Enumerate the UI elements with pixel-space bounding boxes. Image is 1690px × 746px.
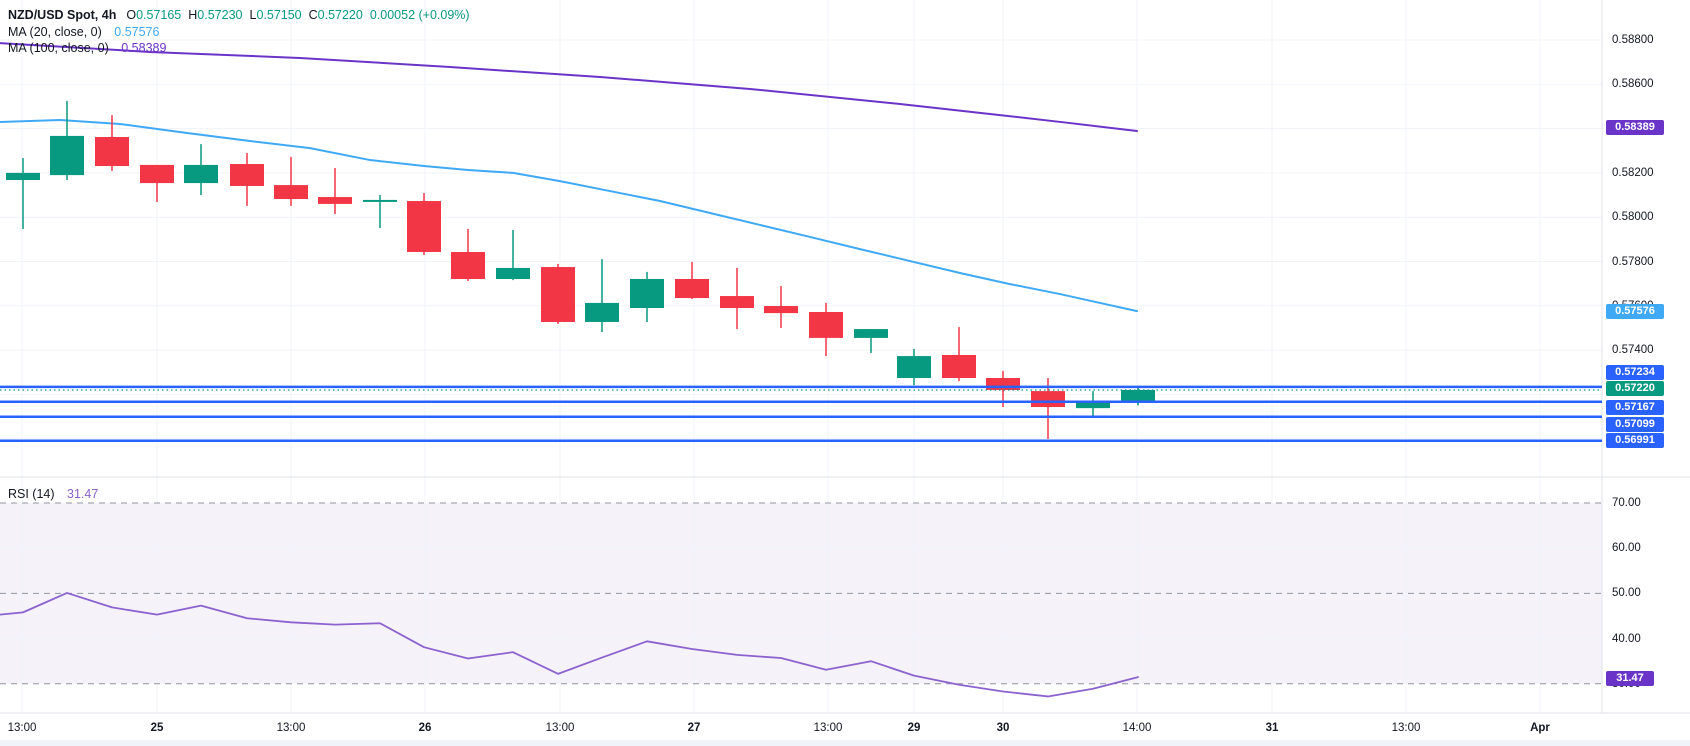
ma20-legend[interactable]: MA (20, close, 0) 0.57576 <box>8 24 159 40</box>
candle-body <box>897 356 931 379</box>
candle-body <box>854 329 888 338</box>
candle-body <box>363 199 397 202</box>
price-axis-label: 0.57800 <box>1612 256 1654 268</box>
ohlc-token: H0.57230 <box>188 8 243 22</box>
candle-body <box>407 201 441 252</box>
rsi-line <box>0 592 1139 698</box>
candle-body <box>318 197 352 204</box>
ohlc-legend: NZD/USD Spot, 4h O0.57165 H0.57230 L0.57150… <box>8 7 470 23</box>
price-axis-label: 0.57400 <box>1612 344 1654 356</box>
ohlc-token: C0.57220 <box>308 8 363 22</box>
price-axis-label: 60.00 <box>1612 542 1641 554</box>
candle-body <box>942 354 976 379</box>
price-badge[interactable]: 0.57576 <box>1606 303 1664 319</box>
candle-body <box>230 164 264 186</box>
ohlc-token: O0.57165 <box>126 8 182 22</box>
time-axis-label: 25 <box>150 722 164 734</box>
candle-body <box>630 278 664 309</box>
ma100-label: MA (100, close, 0) <box>8 41 109 55</box>
time-axis-label: 13:00 <box>545 722 575 734</box>
time-axis-label: 29 <box>907 722 921 734</box>
symbol-title[interactable]: NZD/USD Spot, 4h <box>8 8 117 22</box>
rsi-band <box>0 503 1602 684</box>
ma100-legend[interactable]: MA (100, close, 0) 0.58389 <box>8 40 166 56</box>
time-axis-label: 14:00 <box>1122 722 1152 734</box>
price-badge[interactable]: 0.56991 <box>1606 432 1664 448</box>
time-axis-label: 13:00 <box>813 722 843 734</box>
rsi-legend[interactable]: RSI (14) 31.47 <box>8 486 98 502</box>
candle-body <box>184 164 218 184</box>
price-badge[interactable]: 0.57220 <box>1606 380 1664 396</box>
candle-body <box>720 296 754 309</box>
candle-body <box>451 251 485 279</box>
candle-body <box>1031 391 1065 408</box>
change-value: 0.00052 (+0.09%) <box>369 8 470 22</box>
ohlc-values: O0.57165 H0.57230 L0.57150 C0.57220 <box>126 8 370 22</box>
rsi-badge[interactable]: 31.47 <box>1606 670 1654 686</box>
ma100-value: 0.58389 <box>121 41 167 55</box>
candle-body <box>1076 402 1110 409</box>
ohlc-token: L0.57150 <box>249 8 302 22</box>
time-axis-label: 13:00 <box>276 722 306 734</box>
time-axis-label: Apr <box>1530 722 1550 734</box>
candle-body <box>585 302 619 322</box>
time-axis-label: 31 <box>1265 722 1279 734</box>
rsi-value: 31.47 <box>67 487 99 501</box>
candle-body <box>496 267 530 279</box>
price-badge[interactable]: 0.58389 <box>1606 119 1664 135</box>
price-axis-label: 0.58000 <box>1612 211 1654 223</box>
candle-body <box>6 172 40 180</box>
candle-body <box>1121 389 1155 403</box>
candle-body <box>95 137 129 167</box>
candle-body <box>764 306 798 314</box>
ma20-value: 0.57576 <box>114 25 160 39</box>
time-axis-label: 27 <box>687 722 701 734</box>
candle-body <box>541 267 575 322</box>
candle-body <box>274 185 308 200</box>
price-axis-label: 50.00 <box>1612 587 1641 599</box>
ma20-line <box>0 118 1138 313</box>
candle-body <box>986 378 1020 390</box>
candle-body <box>50 135 84 176</box>
candle-body <box>809 312 843 338</box>
candle-body <box>140 164 174 184</box>
candle-body <box>675 278 709 299</box>
price-badge[interactable]: 0.57167 <box>1606 399 1664 415</box>
time-axis-label: 13:00 <box>1391 722 1421 734</box>
price-axis-label: 0.58600 <box>1612 78 1654 90</box>
time-axis-label: 26 <box>418 722 432 734</box>
ma100-line <box>0 42 1138 133</box>
price-badge[interactable]: 0.57234 <box>1606 364 1664 380</box>
price-axis-label: 0.58200 <box>1612 167 1654 179</box>
ma20-label: MA (20, close, 0) <box>8 25 102 39</box>
time-axis-label: 30 <box>996 722 1010 734</box>
price-badge[interactable]: 0.57099 <box>1606 416 1664 432</box>
time-axis-label: 13:00 <box>7 722 37 734</box>
price-axis-label: 40.00 <box>1612 633 1641 645</box>
price-axis-label: 0.58800 <box>1612 34 1654 46</box>
rsi-label: RSI (14) <box>8 487 55 501</box>
price-axis-label: 70.00 <box>1612 497 1641 509</box>
